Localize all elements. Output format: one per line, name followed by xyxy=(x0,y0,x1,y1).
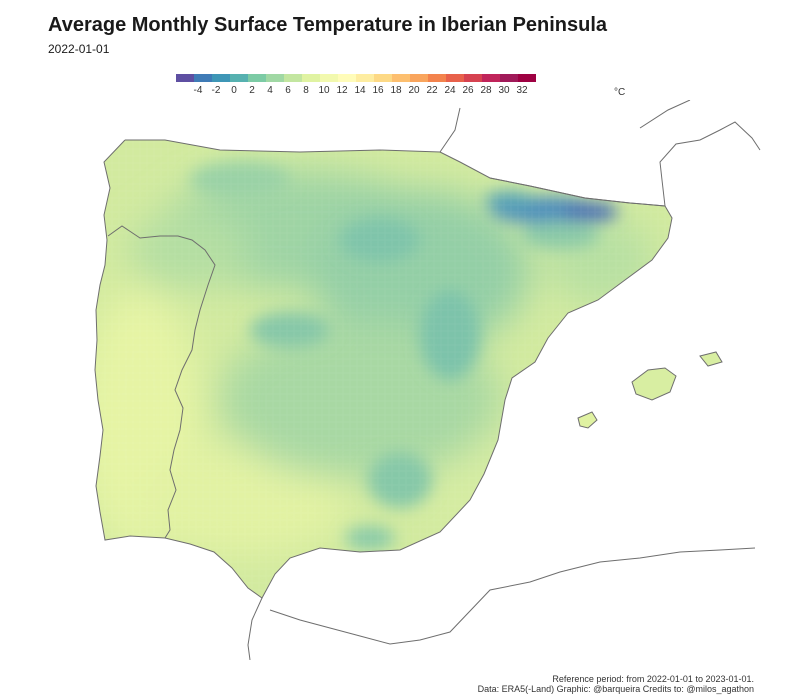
legend-swatch xyxy=(338,74,356,82)
legend-swatch xyxy=(176,74,194,82)
legend-swatch xyxy=(464,74,482,82)
legend-swatch xyxy=(500,74,518,82)
temperature-raster xyxy=(95,140,722,598)
legend-swatch xyxy=(230,74,248,82)
legend-unit: °C xyxy=(614,87,626,98)
map-caption: Reference period: from 2022-01-01 to 202… xyxy=(478,674,754,694)
legend-tick-label: 18 xyxy=(390,85,402,96)
legend-swatch xyxy=(248,74,266,82)
temperature-legend: -4 -2 0 2 4 6 8 10 12 14 16 18 20 22 24 26 28 30 32 °C xyxy=(176,74,636,104)
legend-tick-label: 2 xyxy=(249,85,255,96)
legend-tick-label: 32 xyxy=(516,85,528,96)
legend-tick-label: 0 xyxy=(231,85,237,96)
legend-tick-label: 6 xyxy=(285,85,291,96)
legend-tick-labels: -4 -2 0 2 4 6 8 10 12 14 16 18 20 22 24 26 28 30 32 xyxy=(176,85,636,99)
legend-color-bar xyxy=(176,74,536,82)
caption-data-credits: Data: ERA5(-Land) Graphic: @barqueira Cr… xyxy=(477,684,754,694)
legend-tick-label: 10 xyxy=(318,85,330,96)
legend-tick-label: 12 xyxy=(336,85,348,96)
map-title: Average Monthly Surface Temperature in I… xyxy=(48,14,608,36)
legend-swatch xyxy=(410,74,428,82)
legend-swatch xyxy=(212,74,230,82)
legend-tick-label: -4 xyxy=(193,85,203,96)
legend-tick-label: 4 xyxy=(267,85,273,96)
legend-tick-label: 20 xyxy=(408,85,420,96)
legend-tick-label: 22 xyxy=(426,85,438,96)
legend-swatch xyxy=(320,74,338,82)
legend-swatch xyxy=(284,74,302,82)
coastline-borders xyxy=(94,100,761,660)
legend-tick-label: 14 xyxy=(354,85,366,96)
legend-tick-label: -2 xyxy=(211,85,221,96)
legend-swatch xyxy=(302,74,320,82)
legend-tick-label: 16 xyxy=(372,85,384,96)
legend-swatch xyxy=(194,74,212,82)
legend-swatch xyxy=(446,74,464,82)
legend-tick-label: 8 xyxy=(303,85,309,96)
legend-tick-label: 24 xyxy=(444,85,456,96)
legend-tick-label: 28 xyxy=(480,85,492,96)
caption-reference-period: Reference period: from 2022-01-01 to 202… xyxy=(552,674,754,684)
legend-swatch xyxy=(266,74,284,82)
map-subtitle: 2022-01-01 xyxy=(48,42,110,56)
legend-swatch xyxy=(356,74,374,82)
legend-swatch xyxy=(392,74,410,82)
legend-swatch xyxy=(428,74,446,82)
legend-tick-label: 30 xyxy=(498,85,510,96)
temperature-map xyxy=(94,100,761,660)
legend-swatch xyxy=(374,74,392,82)
legend-tick-label: 26 xyxy=(462,85,474,96)
legend-swatch xyxy=(518,74,536,82)
legend-swatch xyxy=(482,74,500,82)
